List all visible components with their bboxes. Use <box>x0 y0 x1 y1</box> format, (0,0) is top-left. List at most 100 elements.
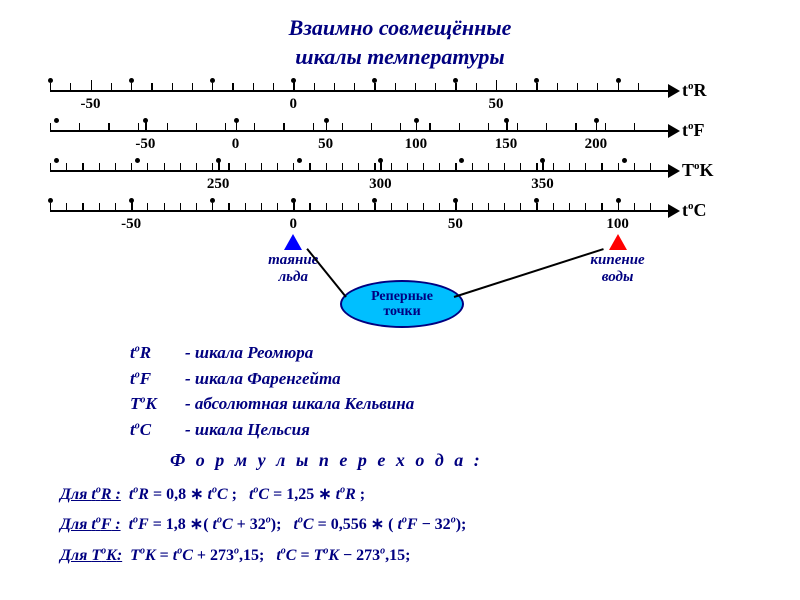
tick-minor <box>283 123 284 132</box>
legend-symbol: toF <box>130 366 185 392</box>
tick-major <box>145 120 147 132</box>
tick-minor <box>50 203 51 212</box>
tick-minor <box>634 203 635 212</box>
tick-minor <box>115 163 116 172</box>
tick-minor <box>313 123 314 132</box>
tick-minor <box>334 83 335 92</box>
tick-minor <box>476 83 477 92</box>
pointer-label: таяниельда <box>268 252 318 285</box>
tick-minor <box>439 163 440 172</box>
formulas-heading: Ф о р м у л ы п е р е х о д а : <box>170 450 483 471</box>
axis-label: toF <box>682 120 705 141</box>
tick-minor <box>82 163 83 172</box>
tick-minor <box>50 163 51 172</box>
tick-minor <box>516 83 517 92</box>
tick-label: 250 <box>207 176 230 193</box>
tick-label: -50 <box>121 216 141 233</box>
tick-label: 350 <box>531 176 554 193</box>
pointer-triangle-icon <box>284 234 302 250</box>
tick-minor <box>618 83 619 92</box>
tick-label: -50 <box>135 136 155 153</box>
tick-major <box>131 200 133 212</box>
tick-minor <box>504 163 505 172</box>
tick-minor <box>577 83 578 92</box>
tick-minor <box>326 163 327 172</box>
tick-dot <box>372 78 377 83</box>
title-line-2: шкалы температуры <box>0 43 800 72</box>
tick-minor <box>472 163 473 172</box>
tick-minor <box>180 163 181 172</box>
tick-minor <box>601 163 602 172</box>
tick-minor <box>605 123 606 132</box>
tick-dot <box>210 78 215 83</box>
tick-minor <box>536 203 537 212</box>
tick-minor <box>79 123 80 132</box>
tick-minor <box>111 83 112 92</box>
tick-minor <box>435 83 436 92</box>
tick-major <box>506 120 508 132</box>
tick-minor <box>212 163 213 172</box>
tick-major <box>380 160 382 172</box>
tick-minor <box>261 203 262 212</box>
tick-minor <box>553 203 554 212</box>
tick-major <box>542 160 544 172</box>
tick-minor <box>147 163 148 172</box>
tick-minor <box>131 83 132 92</box>
tick-minor <box>138 123 139 132</box>
tick-minor <box>309 163 310 172</box>
connector-line <box>454 248 604 298</box>
tick-minor <box>575 123 576 132</box>
tick-dot <box>54 158 59 163</box>
tick-major <box>218 160 220 172</box>
tick-minor <box>423 163 424 172</box>
tick-minor <box>455 163 456 172</box>
tick-minor <box>395 83 396 92</box>
tick-minor <box>326 203 327 212</box>
tick-minor <box>66 203 67 212</box>
tick-minor <box>277 203 278 212</box>
tick-label: 50 <box>488 96 503 113</box>
tick-minor <box>429 123 430 132</box>
tick-label: 300 <box>369 176 392 193</box>
legend-symbol: ToK <box>130 391 185 417</box>
legend-row: toR- шкала Реомюра <box>130 340 414 366</box>
tick-dot <box>372 198 377 203</box>
pointer-label: кипениеводы <box>590 252 644 285</box>
tick-minor <box>374 83 375 92</box>
tick-minor <box>472 203 473 212</box>
tick-minor <box>273 83 274 92</box>
tick-label: 100 <box>606 216 629 233</box>
title-line-1: Взаимно совмещённые <box>0 14 800 43</box>
tick-minor <box>391 203 392 212</box>
tick-minor <box>172 83 173 92</box>
tick-minor <box>488 123 489 132</box>
tick-minor <box>415 83 416 92</box>
tick-minor <box>309 203 310 212</box>
tick-minor <box>50 83 51 92</box>
tick-minor <box>459 123 460 132</box>
tick-minor <box>536 163 537 172</box>
tick-minor <box>50 123 51 132</box>
formula-body: ToK = toC + 273o,15; toC = ToK − 273o,15… <box>122 547 410 564</box>
tick-dot <box>297 158 302 163</box>
formulas: Для toR : toR = 0,8 ∗ toC ; toC = 1,25 ∗… <box>60 480 466 571</box>
axis-label: toC <box>682 200 707 221</box>
tick-major <box>293 200 295 212</box>
tick-minor <box>99 203 100 212</box>
tick-minor <box>520 203 521 212</box>
axis-line <box>50 210 670 212</box>
tick-label: -50 <box>81 96 101 113</box>
tick-major <box>236 120 238 132</box>
tick-dot <box>616 78 621 83</box>
tick-minor <box>488 163 489 172</box>
tick-minor <box>228 203 229 212</box>
scale-R: toR-50050 <box>50 80 670 110</box>
scale-K: ToK250300350 <box>50 160 670 190</box>
tick-major <box>326 120 328 132</box>
scale-F: toF-50050100150200 <box>50 120 670 150</box>
tick-major <box>496 80 498 92</box>
tick-label: 0 <box>289 216 297 233</box>
tick-label: 150 <box>495 136 518 153</box>
tick-minor <box>261 163 262 172</box>
tick-minor <box>439 203 440 212</box>
